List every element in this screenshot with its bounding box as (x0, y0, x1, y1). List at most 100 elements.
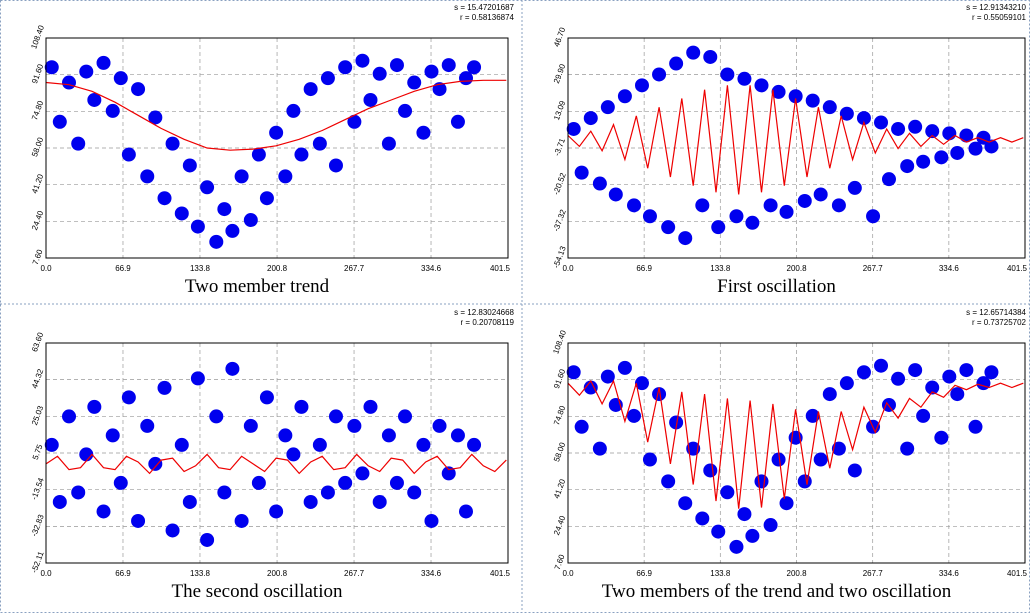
scatter-point (661, 474, 676, 489)
y-tick-label: -3.71 (552, 137, 567, 158)
plot-border (567, 37, 1026, 259)
scatter-point (320, 71, 335, 86)
x-tick-label: 334.6 (421, 264, 442, 273)
fit-line (45, 79, 507, 151)
scatter-point (79, 64, 94, 79)
x-tick-label: 401.5 (1007, 569, 1028, 578)
fit-statistic: s = 15.47201687 (454, 3, 514, 12)
scatter-point (652, 67, 667, 82)
scatter-point (847, 463, 862, 478)
scatter-point (157, 191, 172, 206)
scatter-point (398, 103, 413, 118)
scatter-point (608, 187, 623, 202)
scatter-point (234, 513, 249, 528)
scatter-point (303, 82, 318, 97)
scatter-point (407, 485, 422, 500)
scatter-point (62, 75, 77, 90)
x-tick-label: 401.5 (1007, 264, 1028, 273)
scatter-point (450, 114, 465, 129)
y-tick-label: 108.40 (551, 329, 568, 356)
scatter-point (148, 110, 163, 125)
scatter-point (251, 147, 266, 162)
scatter-point (243, 418, 258, 433)
scatter-point (839, 376, 854, 391)
panel-caption: First oscillation (717, 276, 836, 297)
scatter-point (113, 71, 128, 86)
scatter-point (278, 169, 293, 184)
scatter-point (450, 428, 465, 443)
scatter-point (891, 371, 906, 386)
scatter-point (695, 198, 710, 213)
scatter-point (398, 409, 413, 424)
scatter-point (908, 363, 923, 378)
scatter-point (805, 408, 820, 423)
scatter-point (303, 494, 318, 509)
scatter-point (381, 428, 396, 443)
scatter-point (79, 447, 94, 462)
scatter-point (831, 441, 846, 456)
scatter-point (328, 158, 343, 173)
scatter-point (788, 89, 803, 104)
x-tick-label: 334.6 (421, 569, 442, 578)
scatter-point (312, 136, 327, 151)
x-tick-label: 334.6 (939, 264, 960, 273)
scatter-point (225, 223, 240, 238)
scatter-point (908, 119, 923, 134)
scatter-point (583, 380, 598, 395)
scatter-point (131, 82, 146, 97)
scatter-point (251, 475, 266, 490)
scatter-point (779, 204, 794, 219)
x-tick-label: 267.7 (344, 264, 365, 273)
scatter-point (583, 111, 598, 126)
y-tick-label: 58.00 (552, 441, 567, 463)
scatter-point (363, 92, 378, 107)
scatter-point (424, 64, 439, 79)
scatter-point (381, 136, 396, 151)
scatter-point (243, 213, 258, 228)
x-tick-label: 0.0 (40, 569, 52, 578)
plot-border (45, 37, 509, 259)
scatter-point (574, 419, 589, 434)
y-tick-label: -13.54 (30, 476, 46, 501)
scatter-point (600, 100, 615, 115)
scatter-point (754, 474, 769, 489)
scatter-point (312, 437, 327, 452)
panel-caption: The second oscillation (172, 581, 343, 602)
scatter-point (44, 60, 59, 75)
y-tick-label: 29.90 (552, 62, 567, 84)
scatter-point (968, 141, 983, 156)
fit-statistic: r = 0.55059101 (972, 13, 1027, 22)
y-tick-label: 91.60 (30, 62, 45, 84)
scatter-point (737, 71, 752, 86)
x-tick-label: 267.7 (344, 569, 365, 578)
scatter-point (338, 60, 353, 75)
scatter-point (771, 452, 786, 467)
scatter-point (856, 365, 871, 380)
x-tick-label: 66.9 (115, 264, 131, 273)
scatter-point (320, 485, 335, 500)
y-tick-label: 24.40 (552, 514, 567, 536)
scatter-point (797, 193, 812, 208)
scatter-point (779, 496, 794, 511)
y-tick-label: 74.80 (30, 99, 45, 121)
scatter-point (174, 206, 189, 221)
x-tick-label: 66.9 (636, 264, 652, 273)
x-tick-label: 0.0 (562, 569, 574, 578)
scatter-point (96, 55, 111, 70)
scatter-point (71, 485, 86, 500)
scatter-point (847, 180, 862, 195)
scatter-point (822, 100, 837, 115)
scatter-point (407, 75, 422, 90)
scatter-point (294, 399, 309, 414)
scatter-point (805, 93, 820, 108)
plot-border (567, 342, 1026, 564)
x-tick-label: 0.0 (562, 264, 574, 273)
fit-statistic: s = 12.91343210 (966, 3, 1026, 12)
fit-statistic: s = 12.65714384 (966, 308, 1026, 317)
scatter-point (874, 358, 889, 373)
scatter-point (190, 371, 205, 386)
scatter-point (720, 485, 735, 500)
y-tick-label: 5.75 (31, 443, 45, 461)
